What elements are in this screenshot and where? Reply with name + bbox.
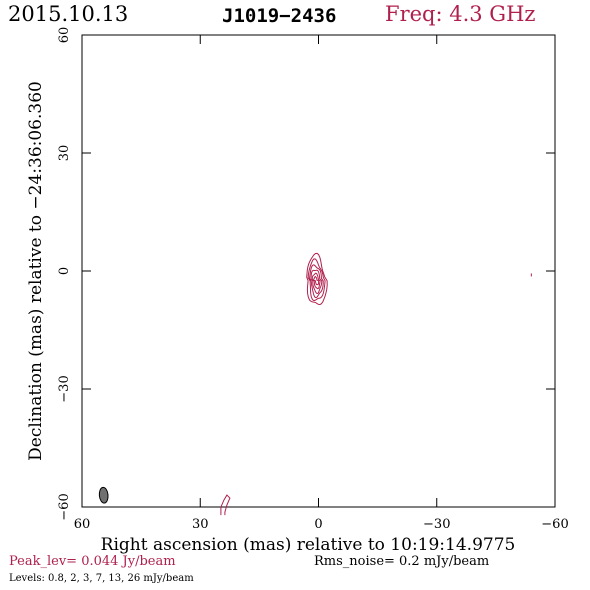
contour-level-2 (307, 258, 326, 302)
axis-ticks (81, 34, 556, 508)
contour-feature-bottom (220, 494, 231, 516)
x-tick-labels: 60 30 0 −30 −60 (74, 517, 569, 532)
contour-layer (220, 252, 532, 516)
contour-levels: Levels: 0.8, 2, 3, 7, 13, 26 mJy/beam (9, 573, 194, 584)
x-axis-label: Right ascension (mas) relative to 10:19:… (101, 535, 516, 555)
y-tick-label: 30 (57, 145, 72, 162)
beam-layer (98, 486, 109, 504)
frequency-label: Freq: 4.3 GHz (385, 2, 536, 26)
x-tick-label: 0 (314, 517, 322, 532)
contour-level-1 (306, 252, 328, 306)
y-tick-label: 0 (57, 267, 72, 275)
observation-date: 2015.10.13 (8, 2, 129, 26)
y-tick-label: −30 (57, 375, 72, 402)
contour-level-6 (313, 276, 320, 286)
beam-ellipse (98, 486, 109, 504)
source-name: J1019−2436 (222, 5, 337, 27)
rms-noise: Rms_noise= 0.2 mJy/beam (314, 554, 490, 569)
contour-level-3 (308, 264, 324, 299)
x-tick-label: −60 (541, 517, 568, 532)
x-tick-label: 60 (74, 517, 91, 532)
y-tick-labels: 60 30 0 −30 −60 (57, 27, 72, 521)
x-tick-label: −30 (423, 517, 450, 532)
x-tick-label: 30 (192, 517, 209, 532)
contour-level-4 (310, 269, 323, 295)
y-axis-label: Declination (mas) relative to −24:36:06.… (26, 81, 46, 461)
y-tick-label: −60 (57, 493, 72, 520)
y-tick-label: 60 (57, 27, 72, 44)
peak-level: Peak_lev= 0.044 Jy/beam (9, 554, 176, 569)
